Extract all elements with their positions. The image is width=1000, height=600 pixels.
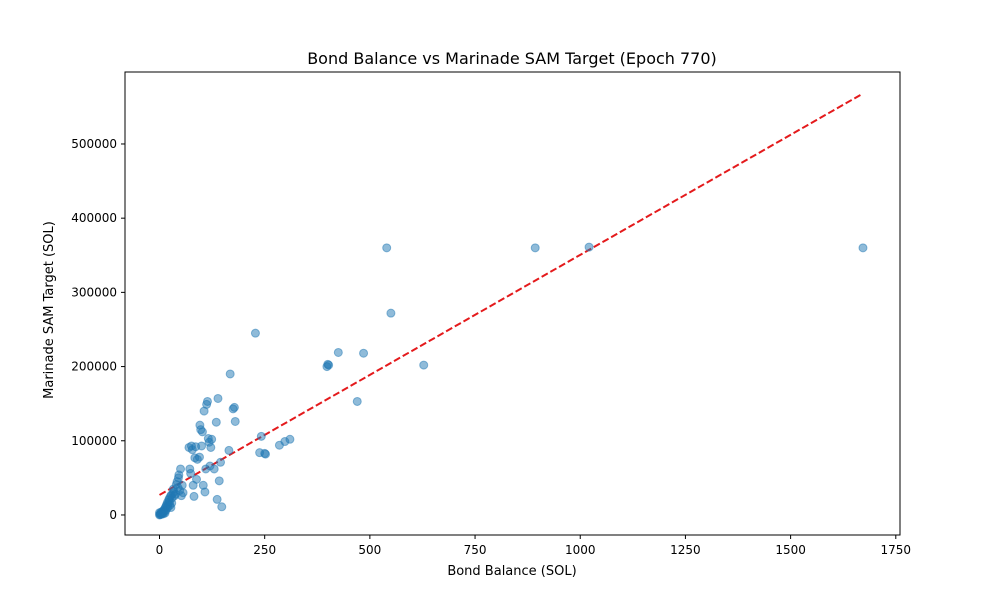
data-point [206, 442, 216, 452]
y-axis-label: Marinade SAM Target (SOL) [42, 221, 57, 399]
data-point [230, 416, 240, 426]
x-tick-label: 0 [156, 543, 164, 557]
data-point [213, 393, 223, 403]
x-tick-label: 1500 [775, 543, 806, 557]
data-point [285, 434, 295, 444]
data-point [211, 417, 221, 427]
x-tick-label: 750 [464, 543, 487, 557]
data-point [189, 491, 199, 501]
data-point [176, 464, 186, 474]
chart-title: Bond Balance vs Marinade SAM Target (Epo… [307, 49, 717, 68]
x-tick-label: 1750 [881, 543, 912, 557]
y-axis-ticks: 0 100000 200000 300000 400000 500000 [71, 137, 125, 522]
data-point [197, 427, 207, 437]
data-point [216, 457, 226, 467]
y-tick-label: 500000 [71, 137, 117, 151]
data-point [212, 494, 222, 504]
data-point [352, 396, 362, 406]
data-point [584, 242, 594, 252]
data-point [194, 452, 204, 462]
x-tick-label: 500 [358, 543, 381, 557]
y-tick-label: 200000 [71, 360, 117, 374]
data-point [225, 369, 235, 379]
data-point [261, 449, 271, 459]
data-point [858, 243, 868, 253]
data-point [256, 431, 266, 441]
data-points [155, 242, 868, 520]
data-point [333, 347, 343, 357]
data-point [324, 360, 334, 370]
plot-area [155, 92, 868, 520]
data-point [197, 441, 207, 451]
data-point [202, 396, 212, 406]
data-point [224, 445, 234, 455]
x-axis-label: Bond Balance (SOL) [447, 564, 576, 579]
y-tick-label: 100000 [71, 434, 117, 448]
data-point [419, 360, 429, 370]
y-tick-label: 300000 [71, 285, 117, 299]
data-point [214, 476, 224, 486]
y-tick-label: 0 [109, 508, 117, 522]
axes-frame [124, 71, 901, 536]
data-point [192, 474, 202, 484]
x-tick-label: 1250 [670, 543, 701, 557]
data-point [229, 402, 239, 412]
data-point [209, 464, 219, 474]
data-point [177, 480, 187, 490]
y-tick-label: 400000 [71, 211, 117, 225]
data-point [359, 348, 369, 358]
data-point [530, 243, 540, 253]
data-point [386, 308, 396, 318]
trend-line [159, 92, 864, 496]
data-point [207, 434, 217, 444]
x-tick-label: 1000 [565, 543, 596, 557]
data-point [200, 487, 210, 497]
data-point [250, 328, 260, 338]
data-point [217, 502, 227, 512]
data-point [178, 488, 188, 498]
data-point [167, 498, 177, 508]
x-axis-ticks: 0 250 500 750 1000 1250 1500 1750 [156, 535, 911, 557]
data-point [382, 243, 392, 253]
x-tick-label: 250 [253, 543, 276, 557]
data-point [186, 468, 196, 478]
